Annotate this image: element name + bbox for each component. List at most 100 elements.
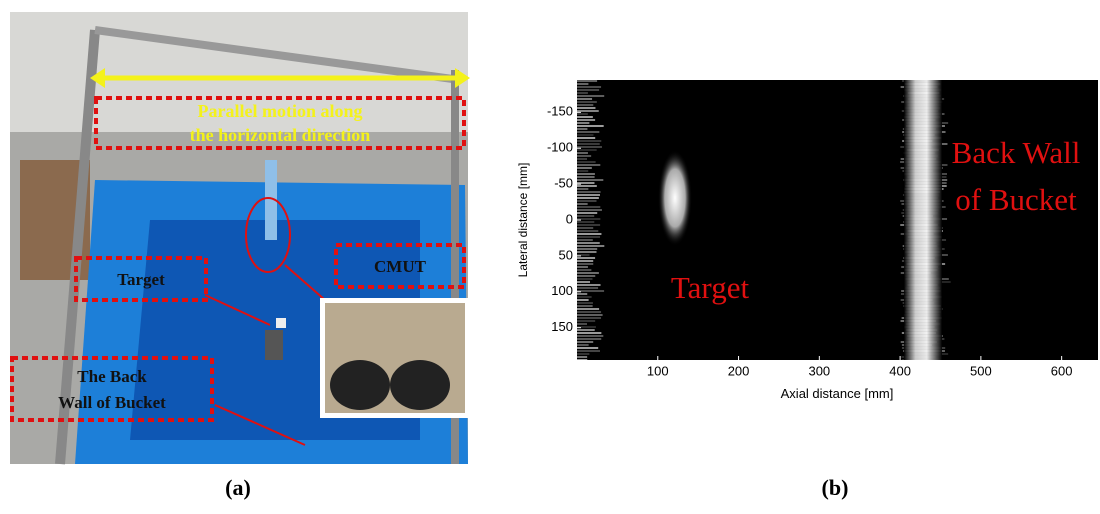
scan-texture bbox=[577, 185, 597, 187]
scan-texture bbox=[577, 191, 601, 193]
x-axis-label: Axial distance [mm] bbox=[781, 386, 894, 401]
scan-texture bbox=[577, 89, 599, 91]
scan-texture bbox=[577, 158, 587, 160]
scan-texture bbox=[577, 200, 596, 202]
scan-texture bbox=[577, 140, 601, 142]
y-tick-label: -150 bbox=[547, 104, 573, 119]
scan-texture bbox=[577, 296, 592, 298]
scan-texture bbox=[577, 161, 596, 163]
caption: (b) bbox=[822, 475, 849, 500]
scan-texture bbox=[577, 227, 593, 229]
scan-texture bbox=[577, 305, 593, 307]
scan-texture bbox=[577, 269, 591, 271]
scan-texture bbox=[577, 341, 593, 343]
cmut-label: CMUT bbox=[374, 257, 427, 276]
scan-texture bbox=[577, 353, 589, 355]
scan-texture bbox=[577, 233, 601, 235]
scan-texture bbox=[577, 101, 597, 103]
scan-texture bbox=[577, 221, 594, 223]
x-tick-label: 100 bbox=[647, 363, 669, 378]
caption: (a) bbox=[225, 475, 251, 500]
scan-texture bbox=[577, 323, 587, 325]
y-tick-label: 100 bbox=[551, 283, 573, 298]
scan-texture bbox=[577, 131, 599, 133]
scan-texture bbox=[577, 350, 600, 352]
scan-texture bbox=[577, 308, 599, 310]
scan-image bbox=[577, 80, 1098, 361]
scan-texture bbox=[577, 170, 588, 172]
scan-texture bbox=[577, 359, 587, 361]
scan-texture bbox=[577, 113, 588, 115]
scan-texture bbox=[577, 272, 599, 274]
scan-texture bbox=[577, 143, 600, 145]
scan-texture bbox=[577, 314, 603, 316]
back-wall-label: Wall of Bucket bbox=[58, 393, 166, 412]
y-axis-label: Lateral distance [mm] bbox=[516, 163, 530, 278]
scan-texture bbox=[577, 257, 595, 259]
y-tick-label: -100 bbox=[547, 140, 573, 155]
target-label: Target bbox=[117, 270, 165, 289]
scan-texture bbox=[577, 329, 595, 331]
scan-texture bbox=[577, 173, 595, 175]
scan-texture bbox=[577, 137, 595, 139]
photo: Parallel motion along the horizontal dir… bbox=[10, 12, 470, 464]
scan-texture bbox=[577, 149, 597, 151]
scan-texture bbox=[577, 128, 587, 130]
scan-texture bbox=[577, 203, 588, 205]
y-tick-label: 50 bbox=[559, 247, 573, 262]
scan-texture bbox=[577, 284, 601, 286]
scan-texture bbox=[577, 302, 593, 304]
scan-texture bbox=[577, 92, 588, 94]
scan-texture bbox=[577, 146, 602, 148]
x-tick-label: 400 bbox=[889, 363, 911, 378]
scan-texture bbox=[577, 167, 592, 169]
scan-texture bbox=[577, 155, 591, 157]
scan-texture bbox=[577, 122, 589, 124]
scan-texture bbox=[577, 287, 598, 289]
scan-texture bbox=[577, 335, 603, 337]
scan-texture bbox=[577, 248, 597, 250]
scan-texture bbox=[577, 80, 597, 82]
scan-texture bbox=[577, 197, 599, 199]
scan-texture bbox=[577, 278, 592, 280]
scan-texture bbox=[577, 164, 600, 166]
scan-texture bbox=[577, 251, 596, 253]
scan-texture bbox=[577, 107, 595, 109]
x-tick-label: 500 bbox=[970, 363, 992, 378]
scan-texture bbox=[577, 266, 588, 268]
scan-texture bbox=[577, 116, 593, 118]
scan-texture bbox=[577, 104, 593, 106]
y-tick-label: -50 bbox=[554, 176, 573, 191]
scan-texture bbox=[577, 215, 594, 217]
scan-texture bbox=[577, 290, 604, 292]
back-wall-label: The Back bbox=[77, 367, 147, 386]
figure: Parallel motion along the horizontal dir… bbox=[0, 0, 1100, 514]
scan-texture bbox=[577, 230, 598, 232]
scan-texture bbox=[577, 260, 593, 262]
scan-texture bbox=[577, 311, 601, 313]
motion-label: Parallel motion along bbox=[198, 101, 363, 121]
scan-texture bbox=[577, 209, 602, 211]
scan-texture bbox=[577, 344, 589, 346]
scan-texture bbox=[577, 119, 595, 121]
scan-texture bbox=[577, 176, 595, 178]
y-tick-label: 150 bbox=[551, 319, 573, 334]
scan-texture bbox=[577, 293, 587, 295]
scan-texture bbox=[577, 95, 604, 97]
scan-texture bbox=[577, 194, 600, 196]
scan-texture bbox=[577, 98, 592, 100]
scan-texture bbox=[577, 179, 603, 181]
target-annotation: Target bbox=[671, 270, 750, 305]
scan-texture bbox=[577, 125, 604, 127]
scan-texture bbox=[577, 83, 588, 85]
scan-texture bbox=[577, 110, 599, 112]
scan-texture bbox=[577, 281, 590, 283]
scan-texture bbox=[577, 245, 604, 247]
scan-texture bbox=[577, 152, 588, 154]
motion-label: the horizontal direction bbox=[190, 125, 371, 145]
y-tick-label: 0 bbox=[566, 211, 573, 226]
scan-texture bbox=[577, 188, 588, 190]
scan-texture bbox=[577, 224, 600, 226]
scan-texture bbox=[577, 317, 601, 319]
scan-texture bbox=[577, 299, 589, 301]
